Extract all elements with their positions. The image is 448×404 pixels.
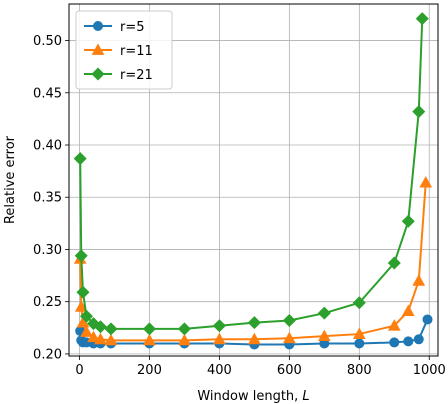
data-point [74,300,88,312]
data-point [87,330,100,343]
legend-item: r=11 [84,43,153,59]
data-point [177,322,191,336]
legend-marker [93,21,103,31]
y-tick-label: 0.40 [33,139,62,154]
legend-item: r=5 [84,20,145,35]
data-point [389,337,400,348]
data-point [93,320,107,334]
data-point [317,329,331,342]
data-point [283,331,296,344]
x-tick-label: 800 [347,363,372,378]
data-point [142,322,156,336]
data-point [94,332,107,345]
data-point [412,105,426,119]
legend-marker [91,43,105,55]
data-point [387,319,401,331]
data-point [403,336,414,347]
data-point [80,325,93,337]
legend-label: r=5 [120,20,145,35]
data-point [412,274,426,286]
y-tick-label: 0.50 [33,34,62,49]
series-1 [73,176,433,346]
x-tick-label: 0 [75,363,83,378]
y-tick-label: 0.45 [33,86,62,101]
data-point [143,333,156,346]
data-point [104,322,118,336]
data-point [73,152,87,166]
data-point [247,316,261,330]
plot-frame [68,3,439,357]
data-point [415,12,429,26]
data-point [76,285,90,299]
series-line [79,182,427,342]
y-axis-label: Relative error [3,135,18,224]
data-point [387,256,401,270]
data-point [419,176,433,188]
y-tick-label: 0.25 [33,295,62,310]
data-point [352,296,366,310]
data-point [213,332,226,345]
x-tick-label: 400 [207,363,232,378]
x-axis-label: Window length, L [197,389,309,404]
series-2 [73,12,429,336]
data-point [354,338,365,349]
x-tick-label: 600 [277,363,302,378]
data-point [422,314,433,325]
legend-marker [91,67,105,81]
data-point [212,319,226,333]
data-point [413,334,424,345]
data-point [317,306,331,320]
x-tick-label: 1000 [413,363,446,378]
data-point [401,304,415,316]
legend-label: r=21 [120,68,153,83]
data-point [79,309,93,323]
legend-label: r=11 [120,44,153,59]
data-point [104,333,118,346]
y-tick-label: 0.30 [33,243,62,258]
data-point [352,327,366,339]
data-point [178,333,191,346]
series-layer [73,12,433,350]
legend-item: r=21 [84,67,153,83]
grid-lines [69,4,438,356]
data-point [401,214,415,228]
legend: r=5 r=11 r=21 [75,10,173,90]
data-point [248,332,261,345]
data-point [74,249,88,263]
x-tick-label: 200 [137,363,162,378]
y-tick-label: 0.35 [33,191,62,206]
y-tick-label: 0.20 [33,347,62,362]
data-point [282,313,296,327]
axis-ticks: 0 200 400 600 800 1000 0.20 0.25 0.30 0.35 0.40 0.4… [33,34,446,378]
